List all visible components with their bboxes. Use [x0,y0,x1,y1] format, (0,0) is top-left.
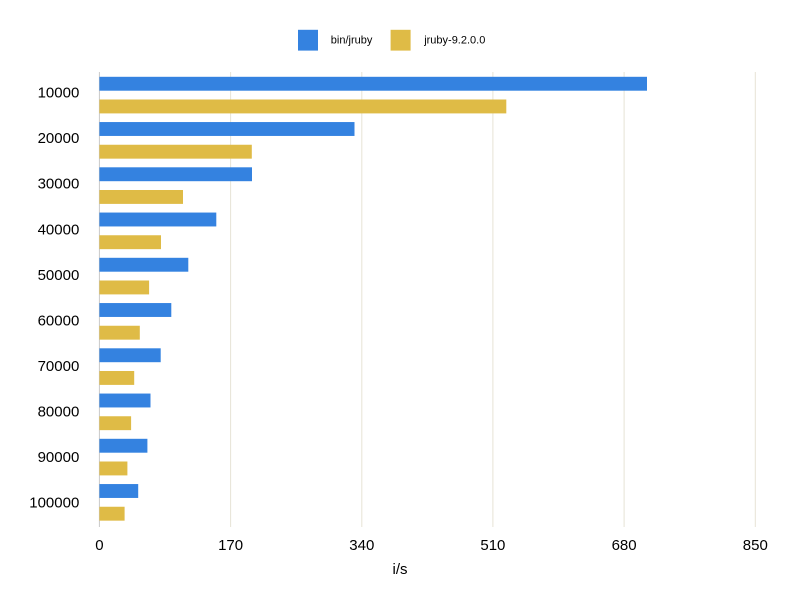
svg-text:20000: 20000 [38,130,80,147]
svg-text:0: 0 [95,537,103,554]
svg-text:i/s: i/s [393,561,408,578]
svg-text:510: 510 [480,537,505,554]
svg-text:60000: 60000 [38,312,80,329]
svg-text:jruby-9.2.0.0: jruby-9.2.0.0 [423,34,485,46]
svg-text:70000: 70000 [38,358,80,375]
svg-text:40000: 40000 [38,221,80,238]
svg-text:170: 170 [218,537,243,554]
svg-text:50000: 50000 [38,267,80,284]
svg-text:100000: 100000 [29,495,79,512]
svg-text:680: 680 [612,537,637,554]
svg-text:30000: 30000 [38,176,80,193]
svg-text:90000: 90000 [38,449,80,466]
svg-text:340: 340 [349,537,374,554]
svg-text:850: 850 [743,537,768,554]
svg-text:bin/jruby: bin/jruby [331,34,373,46]
svg-text:10000: 10000 [38,85,80,102]
svg-text:80000: 80000 [38,403,80,420]
